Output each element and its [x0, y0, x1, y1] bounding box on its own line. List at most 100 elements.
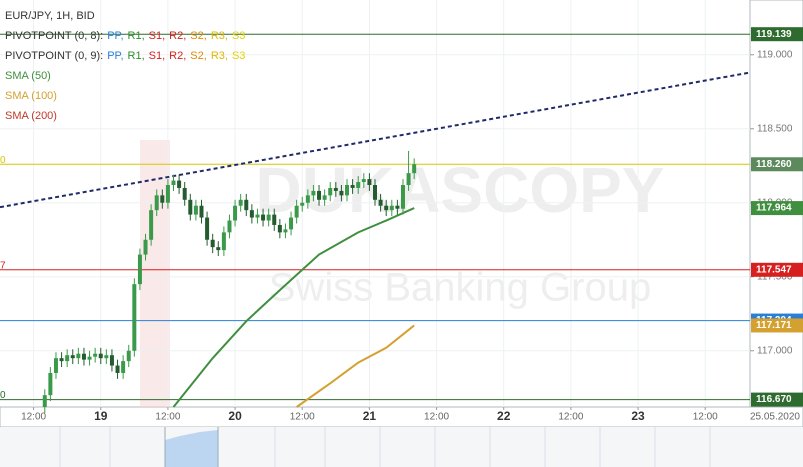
candle-body [400, 185, 405, 209]
candle-body [199, 205, 204, 218]
candle-body [305, 195, 310, 203]
candle-body [48, 372, 53, 396]
price-badge-label: 118.260 [756, 159, 792, 170]
legend: EUR/JPY, 1H, BID PIVOTPOINT (0, 8): PP, R1,… [5, 6, 249, 126]
candle-body [384, 205, 389, 211]
candle-body [345, 185, 350, 196]
pivot-item: S3 [231, 50, 246, 62]
candle-body [356, 182, 361, 188]
candle-body [361, 179, 366, 183]
pivot-item: R3, [210, 30, 228, 42]
navigator [0, 427, 803, 467]
price-badge [751, 318, 803, 333]
candle-body [283, 229, 288, 233]
level-edge-label: 0 [0, 155, 6, 166]
pivot-item: PP, [107, 50, 124, 62]
price-badge [751, 201, 803, 216]
candle-body [266, 214, 271, 221]
candle-body [350, 185, 355, 188]
x-tick-label: 12:00 [558, 412, 583, 423]
level-edge-label: 0 [0, 390, 6, 401]
candle-body [171, 180, 176, 185]
candle-body [70, 355, 75, 359]
x-tick-label: 22 [497, 409, 511, 423]
candle-body [406, 173, 411, 185]
candle-body [255, 214, 260, 218]
pivot-row: PIVOTPOINT (0, 8): PP, R1, S1, R2, S2, R3, S3 [5, 26, 249, 46]
candle-body [373, 185, 377, 200]
watermark-subtitle: Swiss Banking Group [269, 266, 651, 310]
pivot-item: S1, [148, 30, 166, 42]
x-tick-label: 20 [228, 409, 242, 423]
candle-body [216, 247, 221, 251]
candle-body [42, 395, 47, 407]
indicator-name: SMA (200) [5, 110, 57, 122]
price-badge-label: 116.670 [756, 394, 792, 405]
navigator-window [165, 430, 218, 467]
candle-body [143, 239, 148, 255]
pivot-item: R3, [210, 50, 228, 62]
sma-line [172, 207, 415, 408]
price-badge [751, 157, 803, 172]
pivot-title: PIVOTPOINT (0, 9): [5, 50, 104, 62]
pivot-item: R2, [169, 50, 187, 62]
x-tick-label: 12:00 [424, 412, 449, 423]
pivot-item: PP, [107, 30, 124, 42]
trendline [0, 71, 751, 209]
candle-body [109, 355, 114, 366]
x-tick-label: 12:00 [290, 412, 315, 423]
candle-body [378, 199, 383, 206]
price-badge [751, 27, 803, 42]
candle-body [300, 202, 305, 206]
candle-body [76, 353, 81, 359]
pivot-item: S3 [231, 30, 246, 42]
candle-body [87, 356, 92, 360]
candle-body [261, 214, 266, 221]
pivot-item: S2, [190, 30, 207, 42]
indicator-name: SMA (50) [5, 70, 51, 82]
x-tick-label: 23 [631, 409, 645, 423]
candle-body [115, 365, 120, 373]
candle-body [221, 232, 226, 251]
candle-body [317, 190, 322, 200]
pivot-title: PIVOTPOINT (0, 8): [5, 30, 104, 42]
candle-body [289, 217, 294, 230]
pivot-item: S2, [190, 50, 207, 62]
candle-body [328, 187, 333, 196]
y-tick-label: 117.500 [757, 271, 793, 282]
candle-body [104, 355, 109, 359]
x-tick-label: 12:00 [155, 412, 180, 423]
candle-body [233, 205, 238, 221]
x-tick-label: 12:00 [693, 412, 718, 423]
candle-body [311, 190, 316, 196]
candle-body [193, 205, 198, 215]
candle-body [132, 284, 137, 351]
candle-body [322, 195, 327, 200]
level-edge-label: 7 [0, 260, 6, 271]
pivot-item: R2, [169, 30, 187, 42]
pivot-item: R1, [127, 50, 145, 62]
pivot-item: S1, [148, 50, 166, 62]
indicator-name: SMA (100) [5, 90, 57, 102]
price-badge [751, 262, 803, 277]
price-badge-label: 117.547 [756, 264, 792, 275]
price-badge-label: 117.171 [756, 320, 792, 331]
candle-body [272, 214, 277, 225]
candle-body [98, 353, 103, 359]
candle-body [188, 199, 193, 215]
candle-body [182, 187, 187, 200]
candle-body [367, 179, 372, 185]
candle-body [160, 195, 165, 203]
y-tick-label: 119.000 [757, 49, 793, 60]
candle-body [81, 353, 86, 360]
candle-body [389, 205, 394, 211]
candle-body [93, 353, 98, 357]
watermark: DUKASCOPY [256, 154, 665, 226]
candle-body [154, 195, 159, 211]
candle-body [277, 224, 282, 233]
x-tick-label: 12:00 [21, 412, 46, 423]
pivot-row: PIVOTPOINT (0, 9): PP, R1, S1, R2, S2, R3, S3 [5, 46, 249, 66]
candle-body [395, 205, 400, 209]
candle-body [412, 164, 417, 174]
